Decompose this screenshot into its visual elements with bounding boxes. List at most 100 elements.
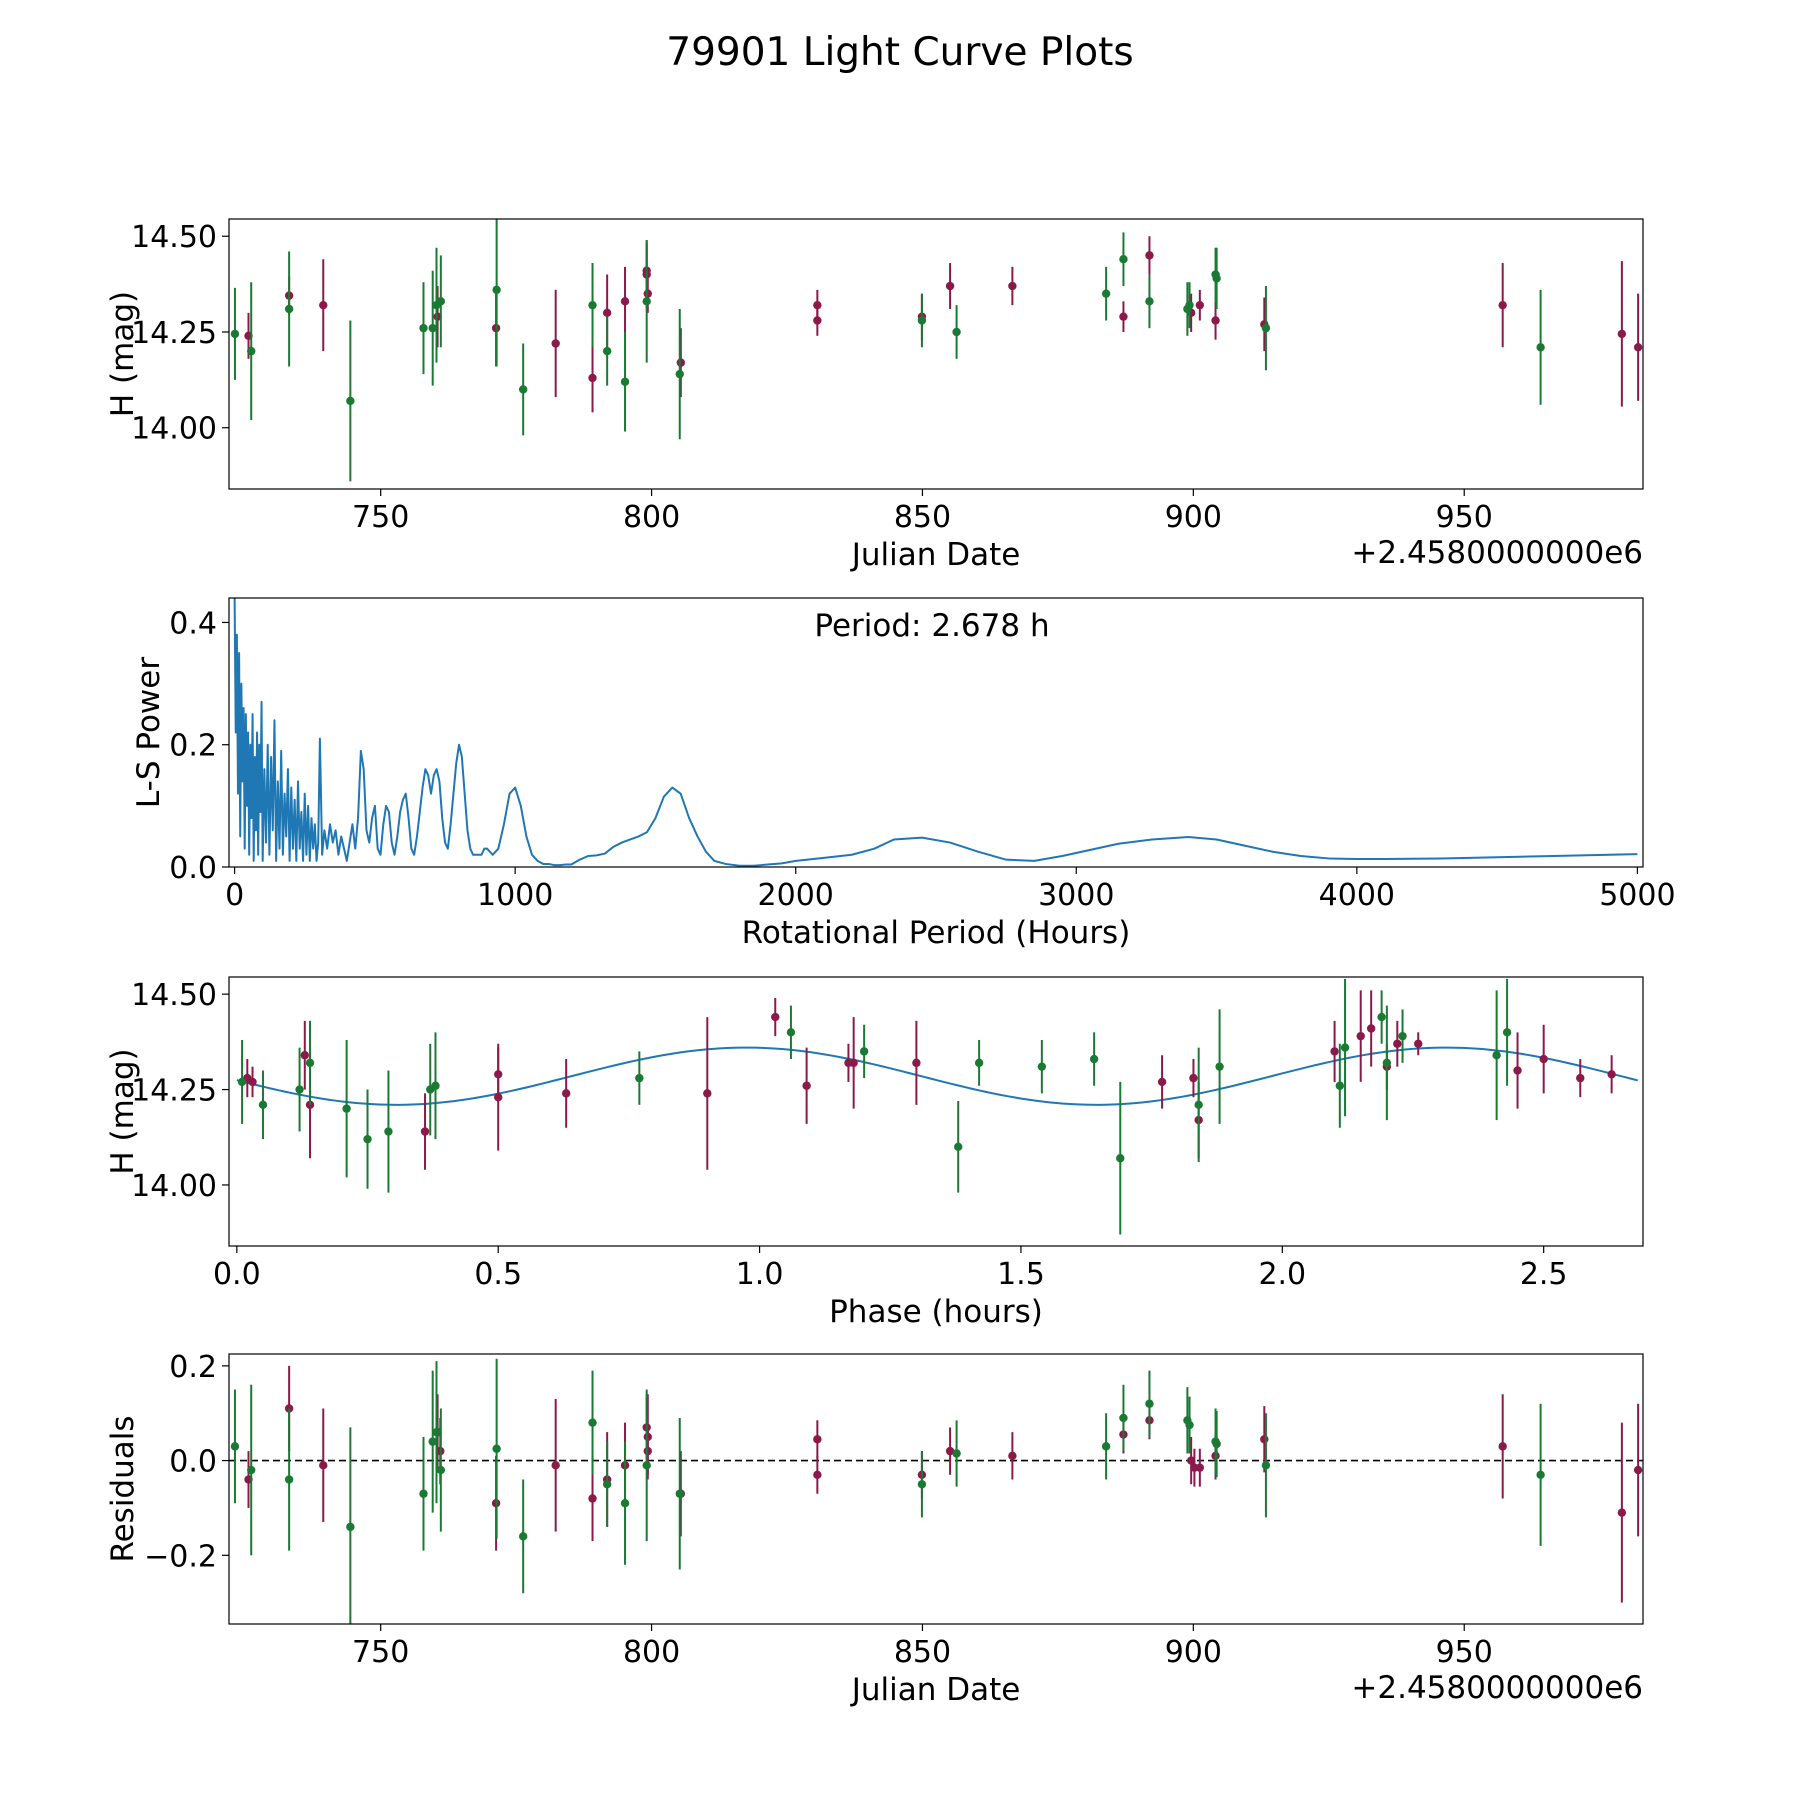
point-marker (1194, 1100, 1203, 1110)
point-marker (1633, 1465, 1643, 1475)
axes-frame (228, 976, 1644, 1247)
point-marker (1366, 1024, 1376, 1033)
point-marker (1492, 1051, 1501, 1060)
data-point (561, 1059, 571, 1128)
data-point (494, 1047, 503, 1102)
point-marker (247, 346, 256, 356)
x-tick-label: 750 (352, 500, 409, 535)
data-point (917, 1451, 927, 1518)
data-point (1189, 1059, 1198, 1098)
data-point (1414, 1032, 1423, 1056)
point-marker (786, 1028, 796, 1037)
point-marker (588, 1418, 597, 1427)
point-marker (1498, 300, 1507, 310)
point-marker (300, 1051, 309, 1060)
axes-frame (228, 218, 1644, 490)
point-marker (1335, 1081, 1345, 1090)
series-green (230, 1358, 1545, 1624)
y-tick-label: 0.2 (169, 729, 217, 764)
point-marker (295, 1085, 304, 1094)
point-marker (1340, 1043, 1350, 1052)
point-marker (561, 1089, 571, 1098)
data-point (319, 259, 328, 352)
point-marker (602, 1480, 612, 1489)
point-marker (813, 316, 822, 325)
data-point (1498, 1394, 1507, 1499)
data-point (1398, 1009, 1407, 1063)
point-marker (1101, 289, 1111, 298)
y-axis-label: H (mag) (105, 291, 141, 417)
point-marker (912, 1058, 921, 1068)
point-marker (802, 1081, 811, 1090)
point-marker (1260, 1435, 1269, 1444)
data-point (492, 219, 501, 367)
point-marker (620, 1499, 630, 1508)
point-marker (1261, 1461, 1271, 1470)
point-marker (1211, 316, 1220, 325)
point-marker (813, 1435, 822, 1444)
point-marker (917, 316, 927, 325)
point-marker (1617, 1508, 1627, 1517)
point-marker (1261, 323, 1271, 333)
point-marker (436, 297, 446, 306)
data-point (813, 1455, 822, 1494)
data-point (1195, 1448, 1205, 1487)
data-point (602, 1441, 612, 1527)
x-tick-label: 950 (1436, 1635, 1493, 1670)
x-tick-label: 800 (623, 500, 680, 535)
data-point (1194, 1047, 1203, 1163)
data-point (703, 1017, 712, 1170)
y-tick-label: −0.2 (144, 1539, 217, 1574)
x-axis-label: Julian Date (850, 1672, 1021, 1708)
data-point (1492, 990, 1501, 1121)
data-point (230, 1389, 240, 1504)
x-tick-label: 0.0 (213, 1257, 261, 1292)
x-tick-label: 1000 (477, 878, 553, 913)
point-marker (551, 1461, 560, 1470)
x-axis-label: Julian Date (850, 537, 1021, 573)
point-marker (635, 1073, 644, 1083)
point-marker (1101, 1442, 1111, 1451)
data-point (363, 1089, 372, 1189)
point-marker (1377, 1012, 1386, 1022)
point-marker (258, 1100, 268, 1110)
point-marker (1008, 1451, 1017, 1461)
data-point (1576, 1059, 1585, 1098)
point-marker (342, 1104, 351, 1113)
data-point (1119, 232, 1128, 287)
y-axis-label: L-S Power (131, 657, 167, 808)
data-point (635, 1051, 644, 1105)
point-marker (432, 1427, 441, 1437)
y-axis-label: H (mag) (105, 1048, 141, 1174)
x-tick-label: 1.0 (736, 1257, 784, 1292)
data-point (912, 1020, 921, 1105)
point-marker (1116, 1154, 1125, 1163)
data-point (1617, 1422, 1627, 1603)
data-point (419, 1436, 428, 1551)
data-point (305, 1020, 315, 1105)
y-tick-label: 14.00 (131, 412, 217, 447)
data-point (247, 282, 256, 421)
data-point (284, 251, 294, 367)
data-point (295, 1047, 304, 1132)
data-point (1119, 301, 1128, 332)
point-marker (384, 1127, 393, 1136)
point-marker (1008, 281, 1017, 291)
point-marker (1145, 297, 1154, 306)
point-marker (620, 377, 630, 386)
data-point (346, 1427, 355, 1624)
data-point (1101, 1413, 1111, 1480)
data-point (1513, 1032, 1522, 1109)
data-point (1539, 1024, 1548, 1094)
point-marker (1212, 274, 1221, 283)
data-point (588, 263, 597, 348)
data-point (620, 331, 630, 432)
data-point (1502, 978, 1512, 1086)
data-point (1195, 289, 1205, 321)
y-tick-label: 0.0 (169, 1445, 217, 1480)
period-annotation: Period: 2.678 h (814, 608, 1049, 644)
data-point (428, 270, 437, 386)
periodogram-line (233, 598, 1638, 867)
data-point (802, 1047, 811, 1124)
